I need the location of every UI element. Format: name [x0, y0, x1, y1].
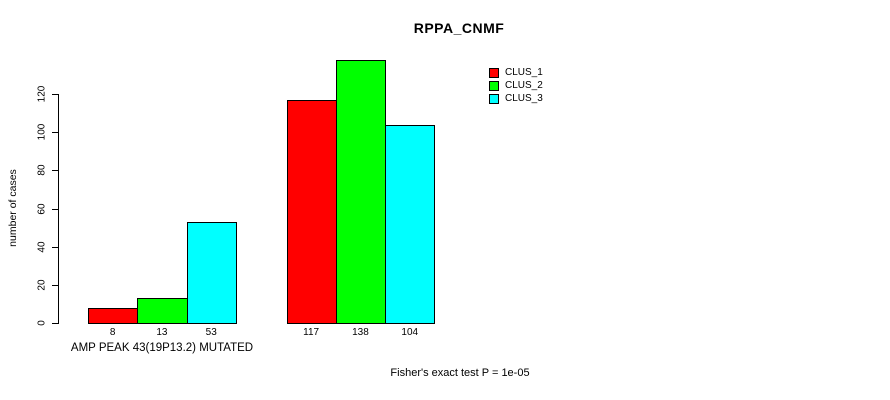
y-tick: [52, 323, 59, 324]
y-tick-label: 60: [36, 202, 48, 215]
y-tick-label: 100: [36, 123, 48, 141]
y-tick: [52, 246, 59, 248]
legend-item-clus_2: CLUS_2: [489, 79, 543, 92]
bar-value-label: 13: [156, 327, 168, 338]
y-tick: [52, 284, 59, 286]
y-tick-label: 20: [36, 279, 48, 291]
y-tick-label: 40: [36, 241, 48, 253]
legend-swatch-icon: [489, 93, 499, 104]
bar-clus_2-group1: [137, 298, 188, 324]
y-tick: [52, 94, 59, 95]
legend-item-clus_3: CLUS_3: [489, 92, 543, 105]
y-tick: [52, 208, 59, 210]
chart-title: RPPA_CNMF: [413, 20, 505, 36]
bar-value-label: 8: [109, 327, 116, 338]
x-axis-group-label: AMP PEAK 43(19P13.2) MUTATED: [70, 342, 254, 354]
bar-value-label: 104: [401, 327, 419, 338]
legend-label: CLUS_3: [505, 93, 543, 104]
y-tick: [52, 170, 59, 172]
legend-swatch-icon: [489, 80, 499, 91]
bar-clus_3-group2: [385, 124, 436, 324]
y-tick-label: 80: [36, 164, 48, 176]
y-tick-label: 120: [36, 85, 48, 103]
y-tick: [52, 132, 59, 134]
fisher-test-annotation: Fisher's exact test P = 1e-05: [390, 367, 530, 379]
legend-swatch-icon: [489, 67, 499, 78]
legend-item-clus_1: CLUS_1: [489, 66, 543, 79]
bar-clus_1-group2: [286, 99, 337, 324]
bar-value-label: 138: [352, 327, 369, 338]
bar-clus_2-group2: [335, 59, 387, 324]
bar-value-label: 53: [205, 327, 217, 338]
legend-label: CLUS_1: [505, 67, 543, 78]
bar-clus_3-group1: [186, 221, 237, 324]
y-tick-label: 0: [36, 320, 48, 326]
legend: CLUS_1 CLUS_2 CLUS_3: [489, 66, 543, 105]
y-axis-label: number of cases: [7, 169, 19, 247]
legend-label: CLUS_2: [505, 80, 543, 91]
bar-clus_1-group1: [88, 307, 139, 324]
bar-value-label: 117: [303, 327, 320, 338]
